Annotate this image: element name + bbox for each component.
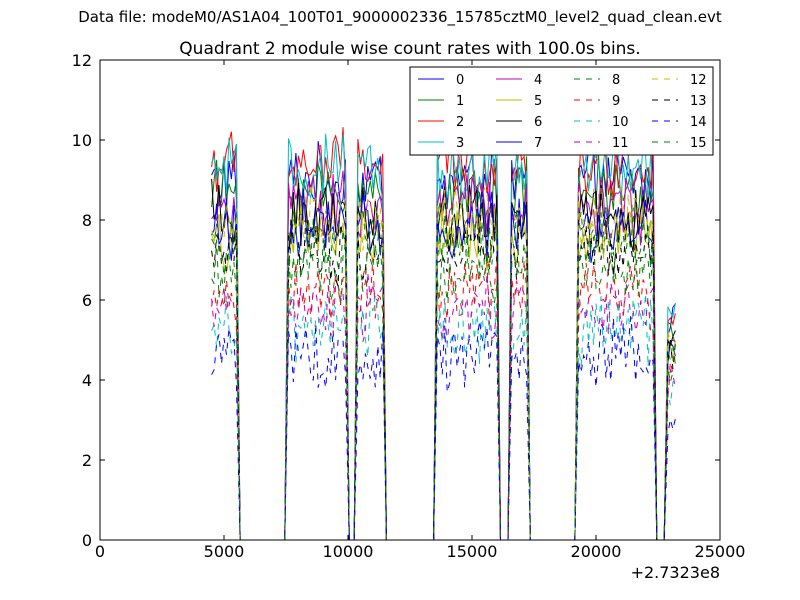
legend-label-13: 13	[690, 94, 707, 109]
y-tick-label: 6	[82, 291, 92, 310]
x-tick-label: 5000	[204, 542, 245, 561]
legend-label-4: 4	[534, 73, 542, 88]
legend-label-12: 12	[690, 73, 707, 88]
legend-label-3: 3	[456, 136, 464, 151]
series-line-11	[211, 272, 676, 541]
legend-label-1: 1	[456, 94, 464, 109]
legend-label-5: 5	[534, 94, 542, 109]
x-tick-label: 15000	[447, 542, 498, 561]
series-line-12	[211, 181, 676, 541]
series-lines	[211, 127, 676, 541]
series-line-5	[211, 196, 676, 541]
series-line-4	[211, 170, 676, 541]
x-tick-label: 10000	[323, 542, 374, 561]
x-tick-label: 0	[95, 542, 105, 561]
x-tick-label: 25000	[695, 542, 746, 561]
legend-label-2: 2	[456, 115, 464, 130]
x-tick-label: 20000	[571, 542, 622, 561]
chart-title: Quadrant 2 module wise count rates with …	[179, 39, 640, 59]
y-tick-label: 0	[82, 531, 92, 550]
y-tick-label: 4	[82, 371, 92, 390]
series-line-14	[211, 317, 676, 541]
legend-label-0: 0	[456, 73, 464, 88]
series-line-8	[211, 207, 676, 541]
legend-label-10: 10	[612, 115, 629, 130]
legend-label-9: 9	[612, 94, 620, 109]
y-tick-label: 10	[72, 131, 92, 150]
series-line-2	[211, 127, 676, 541]
data-file-title: Data file: modeM0/AS1A04_100T01_90000023…	[78, 8, 722, 26]
legend-box	[409, 66, 714, 156]
x-axis-offset-label: +2.7323e8	[631, 563, 720, 582]
legend-label-14: 14	[690, 115, 707, 130]
series-line-9	[211, 255, 676, 541]
legend-label-6: 6	[534, 115, 542, 130]
legend-label-15: 15	[690, 136, 707, 151]
series-line-15	[211, 235, 676, 541]
legend-label-7: 7	[534, 136, 542, 151]
legend-label-8: 8	[612, 73, 620, 88]
series-line-7	[211, 188, 676, 541]
series-line-10	[211, 293, 676, 541]
y-tick-label: 12	[72, 51, 92, 70]
y-tick-label: 2	[82, 451, 92, 470]
y-tick-label: 8	[82, 211, 92, 230]
legend-label-11: 11	[612, 136, 629, 151]
series-line-13	[211, 217, 676, 541]
